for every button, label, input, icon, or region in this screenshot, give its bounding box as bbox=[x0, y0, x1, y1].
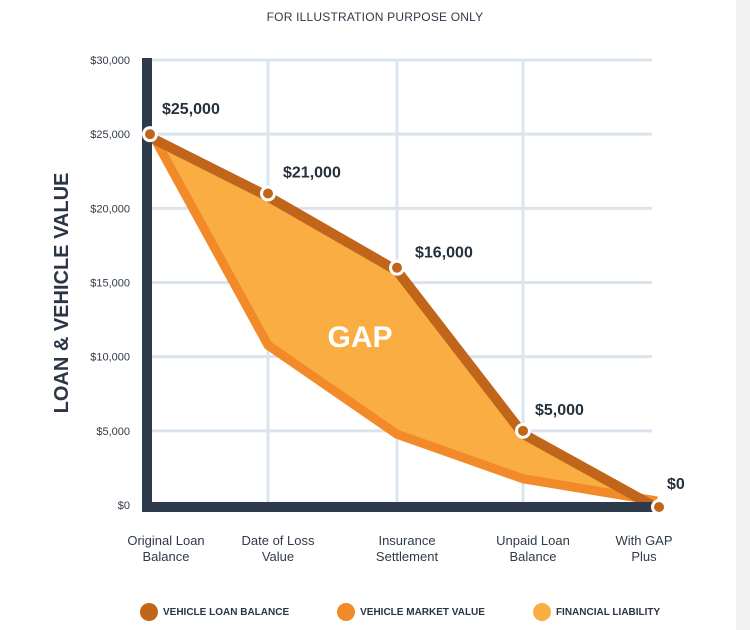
legend-item: FINANCIAL LIABILITY bbox=[532, 603, 661, 621]
chart: $0 $5,000 $10,000 $15,000 $20,000 $25,000 $30,… bbox=[51, 55, 685, 564]
data-point bbox=[651, 499, 667, 515]
x-tick-label: Balance bbox=[143, 549, 190, 564]
data-label: $16,000 bbox=[415, 245, 473, 262]
y-tick-label: $25,000 bbox=[90, 129, 130, 141]
legend-swatch bbox=[337, 603, 356, 621]
y-axis-title: LOAN & VEHICLE VALUE bbox=[51, 173, 73, 414]
legend-label: VEHICLE MARKET VALUE bbox=[360, 606, 485, 618]
data-point bbox=[142, 126, 158, 143]
y-tick-label: $0 bbox=[118, 500, 130, 512]
x-tick-label: Insurance bbox=[378, 533, 435, 548]
vehicle-market-value-line bbox=[146, 128, 658, 506]
legend-item: VEHICLE MARKET VALUE bbox=[337, 603, 485, 621]
x-tick-label: Original Loan bbox=[127, 533, 204, 548]
data-point bbox=[260, 185, 276, 202]
x-tick-label: Plus bbox=[631, 549, 657, 564]
page-edge bbox=[736, 0, 750, 630]
legend-swatch bbox=[140, 603, 158, 621]
data-label: $5,000 bbox=[535, 402, 584, 419]
data-point bbox=[389, 259, 405, 276]
y-tick-label: $5,000 bbox=[96, 426, 130, 438]
data-label: $0 bbox=[667, 476, 685, 493]
x-tick-label: Unpaid Loan bbox=[496, 533, 570, 548]
x-tick-label: Balance bbox=[510, 549, 557, 564]
x-tick-label: Settlement bbox=[376, 549, 439, 564]
y-tick-label: $20,000 bbox=[90, 203, 130, 215]
y-tick-label: $10,000 bbox=[90, 352, 130, 364]
legend-item: VEHICLE LOAN BALANCE bbox=[140, 603, 289, 621]
legend-swatch bbox=[532, 603, 551, 621]
gap-annotation: GAP bbox=[327, 321, 392, 354]
x-tick-label: Date of Loss bbox=[242, 533, 315, 548]
x-tick-label: With GAP bbox=[615, 533, 672, 548]
data-label: $21,000 bbox=[283, 165, 341, 182]
legend: VEHICLE LOAN BALANCE VEHICLE MARKET VALUE… bbox=[140, 603, 708, 621]
y-tick-label: $15,000 bbox=[90, 278, 130, 290]
data-point bbox=[515, 422, 531, 439]
financial-liability-area bbox=[150, 134, 657, 505]
y-tick-label: $30,000 bbox=[90, 55, 130, 67]
x-tick-label: Value bbox=[262, 549, 294, 564]
legend-label: FINANCIAL LIABILITY bbox=[555, 606, 661, 618]
illustration-note: FOR ILLUSTRATION PURPOSE ONLY bbox=[266, 10, 484, 24]
legend-label: VEHICLE LOAN BALANCE bbox=[163, 606, 290, 618]
data-label: $25,000 bbox=[162, 101, 220, 118]
